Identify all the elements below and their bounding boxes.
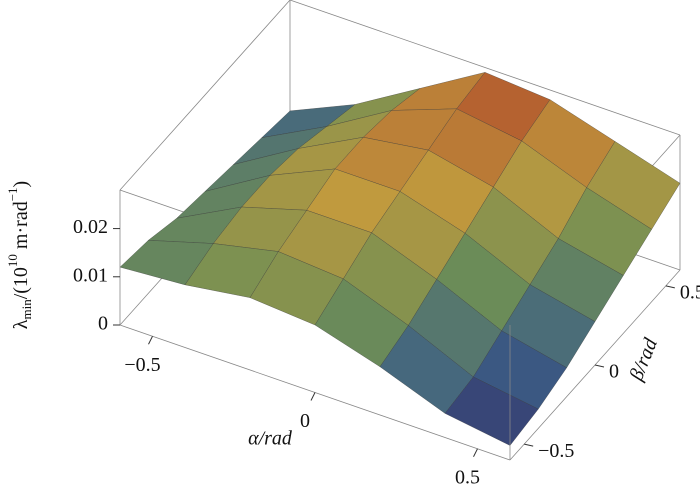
x-tick xyxy=(148,336,153,345)
x-tick-label: 0 xyxy=(300,410,310,432)
y-tick-label: 0 xyxy=(609,361,619,383)
x-tick xyxy=(310,392,316,401)
x-axis-title: α/rad xyxy=(248,428,293,450)
y-axis-title: β/rad xyxy=(625,334,662,384)
z-title-part: 10 xyxy=(5,254,20,267)
y-tick xyxy=(665,285,675,289)
y-tick xyxy=(594,364,605,368)
z-title-part: min xyxy=(19,299,34,320)
z-tick-label: 0.02 xyxy=(73,216,108,238)
y-tick xyxy=(524,443,534,447)
surface-patch xyxy=(444,376,539,446)
z-axis-title: λmin/(1010 m·rad−1) xyxy=(5,181,34,329)
z-title-part: /(10 xyxy=(10,267,32,299)
box-edge xyxy=(119,0,291,191)
z-tick-label: 0.01 xyxy=(73,264,108,286)
box-edge xyxy=(289,0,681,136)
x-tick-label: 0.5 xyxy=(455,466,480,488)
x-tick xyxy=(473,448,478,457)
y-tick-label: −0.5 xyxy=(538,440,574,462)
z-tick-label: 0 xyxy=(98,313,108,335)
z-title-part: λ xyxy=(10,319,32,329)
z-title-part: −1 xyxy=(5,187,20,201)
y-tick-label: 0.5 xyxy=(680,281,700,303)
z-title-part: m·rad xyxy=(10,201,32,254)
z-title-part: ) xyxy=(10,181,32,188)
x-tick-label: −0.5 xyxy=(124,354,160,376)
